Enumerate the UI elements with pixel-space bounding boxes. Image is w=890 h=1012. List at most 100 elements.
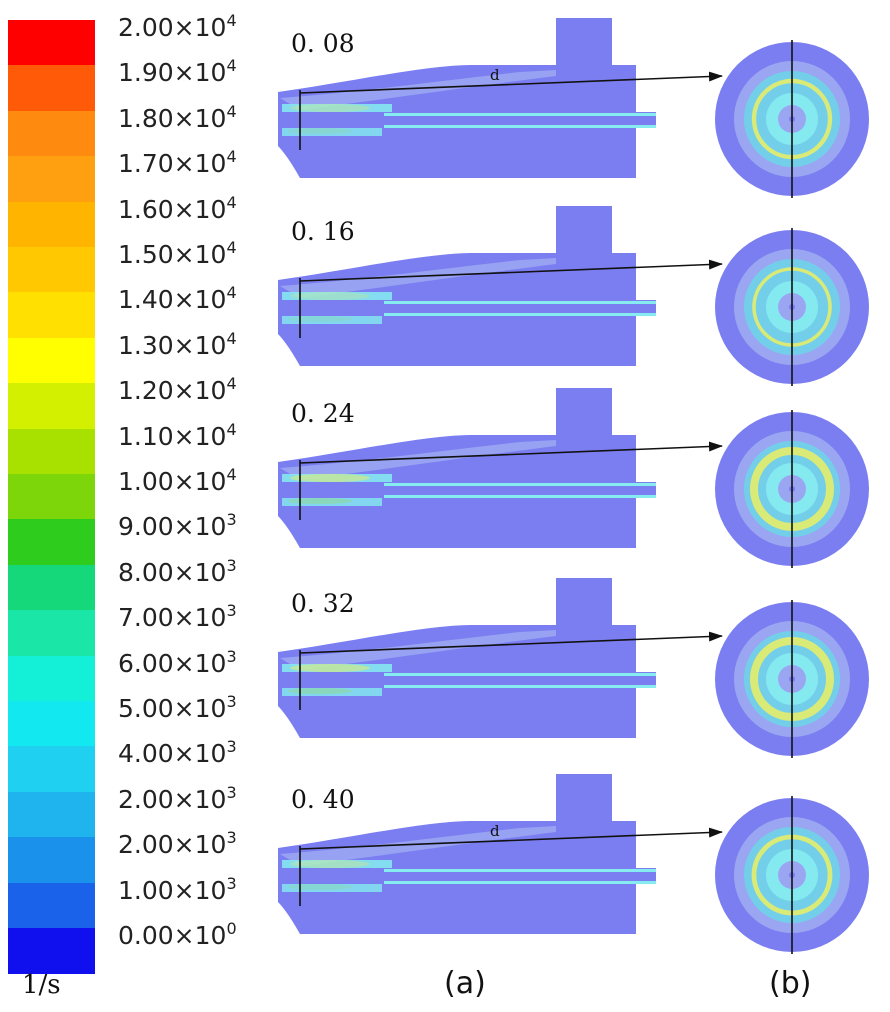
case-group: 0. 16 — [278, 206, 869, 386]
times-sign: ×10 — [173, 784, 227, 814]
flow-hotspot — [290, 474, 370, 482]
tick-exponent: 3 — [226, 828, 237, 848]
tick-exponent: 0 — [226, 919, 237, 938]
tick-mantissa: 7.00 — [118, 603, 174, 633]
tick-exponent: 3 — [226, 873, 237, 893]
flow-jet-upper — [282, 860, 392, 868]
flow-jet-upper — [282, 104, 392, 112]
tick-mantissa: 1.80 — [118, 103, 174, 133]
tick-exponent: 4 — [226, 192, 237, 212]
tick-mantissa: 9.00 — [118, 512, 174, 542]
tick-mantissa: 4.00 — [118, 739, 174, 769]
times-sign: ×10 — [173, 149, 227, 179]
tick-mantissa: 2.00 — [118, 784, 174, 814]
tick-exponent: 4 — [226, 56, 237, 76]
times-sign: ×10 — [173, 921, 227, 950]
legend-swatch — [8, 201, 95, 248]
legend-swatch — [8, 20, 95, 66]
legend-tick-label: 1.00×104 — [118, 460, 237, 497]
arrow — [299, 71, 723, 94]
d-label: d — [490, 822, 500, 840]
tick-exponent: 3 — [226, 737, 237, 757]
arrow — [299, 827, 723, 850]
legend-swatch — [8, 746, 95, 793]
legend-swatch — [8, 428, 95, 475]
tick-exponent: 3 — [226, 646, 237, 666]
tick-exponent: 4 — [226, 11, 237, 30]
legend-tick-label: 1.40×104 — [118, 278, 237, 315]
times-sign: ×10 — [173, 648, 227, 678]
pipe-wall-lower — [384, 881, 656, 884]
tick-mantissa: 1.70 — [118, 149, 174, 179]
flow-hotspot — [288, 316, 352, 322]
flow-hotspot — [290, 292, 370, 300]
times-sign: ×10 — [173, 240, 227, 269]
legend-tick-label: 4.00×103 — [118, 732, 237, 769]
legend-tick-label: 6.00×103 — [118, 642, 237, 679]
case-group: 0. 24 — [278, 388, 869, 568]
tick-exponent: 3 — [226, 782, 237, 802]
tick-mantissa: 1.00 — [118, 875, 174, 905]
times-sign: ×10 — [173, 694, 227, 723]
tick-exponent: 3 — [226, 510, 237, 530]
case-group: 0. 08 d — [278, 18, 869, 198]
legend-tick-label: 1.00×103 — [118, 869, 237, 906]
legend-unit: 1/s — [22, 970, 61, 1000]
flow-hotspot — [290, 104, 370, 112]
tick-exponent: 4 — [226, 419, 237, 439]
flow-hotspot — [288, 688, 352, 694]
flow-hotspot — [290, 860, 370, 868]
flow-jet-upper — [282, 292, 392, 300]
flow-region — [280, 630, 556, 670]
legend-tick-label: 1.50×104 — [118, 233, 237, 270]
tick-mantissa: 1.90 — [118, 58, 174, 88]
tick-mantissa: 2.00 — [118, 13, 174, 42]
legend-swatch — [8, 247, 95, 293]
flow-hotspot — [288, 498, 352, 504]
nozzle-body — [278, 388, 636, 548]
pipe-wall-upper — [384, 673, 656, 676]
tick-mantissa: 8.00 — [118, 557, 174, 587]
nozzle-body — [278, 18, 636, 178]
legend-tick-label: 1.10×104 — [118, 415, 237, 452]
legend-swatch — [8, 882, 95, 929]
pipe-wall-upper — [384, 869, 656, 872]
flow-jet-lower — [282, 128, 382, 136]
legend-swatch — [8, 701, 95, 747]
flow-hotspot — [288, 128, 352, 134]
times-sign: ×10 — [173, 603, 227, 633]
flow-region — [280, 70, 556, 110]
legend-tick-label: 1.30×104 — [118, 324, 237, 361]
legend-swatch — [8, 156, 95, 203]
tick-exponent: 4 — [226, 101, 237, 121]
legend-tick-label: 9.00×103 — [118, 505, 237, 542]
case-label: 0. 08 — [291, 29, 355, 58]
legend-tick-label: 1.70×104 — [118, 142, 237, 179]
legend-tick-label: 8.00×103 — [118, 551, 237, 588]
legend-swatch — [8, 65, 95, 112]
legend-tick-label: 2.00×103 — [118, 823, 237, 860]
flow-jet-lower — [282, 316, 382, 324]
tick-mantissa: 1.60 — [118, 194, 174, 224]
d-label: d — [490, 66, 500, 84]
times-sign: ×10 — [173, 103, 227, 133]
tick-mantissa: 1.40 — [118, 285, 174, 315]
tick-mantissa: 1.10 — [118, 421, 174, 451]
legend-tick-label: 5.00×103 — [118, 687, 237, 724]
pipe-wall-upper — [384, 301, 656, 304]
case-group: 0. 40 d — [278, 774, 869, 954]
nozzle-body — [278, 578, 636, 738]
nozzle-body — [278, 206, 636, 366]
flow-region — [280, 440, 556, 480]
tick-exponent: 4 — [226, 147, 237, 167]
times-sign: ×10 — [173, 13, 227, 42]
tick-mantissa: 1.30 — [118, 330, 174, 360]
legend-swatch — [8, 791, 95, 838]
legend-swatch — [8, 928, 95, 974]
flow-hotspot — [288, 884, 352, 890]
tick-mantissa: 1.00 — [118, 467, 174, 496]
flow-hotspot — [290, 664, 370, 672]
times-sign: ×10 — [173, 376, 227, 406]
legend-swatch — [8, 383, 95, 430]
